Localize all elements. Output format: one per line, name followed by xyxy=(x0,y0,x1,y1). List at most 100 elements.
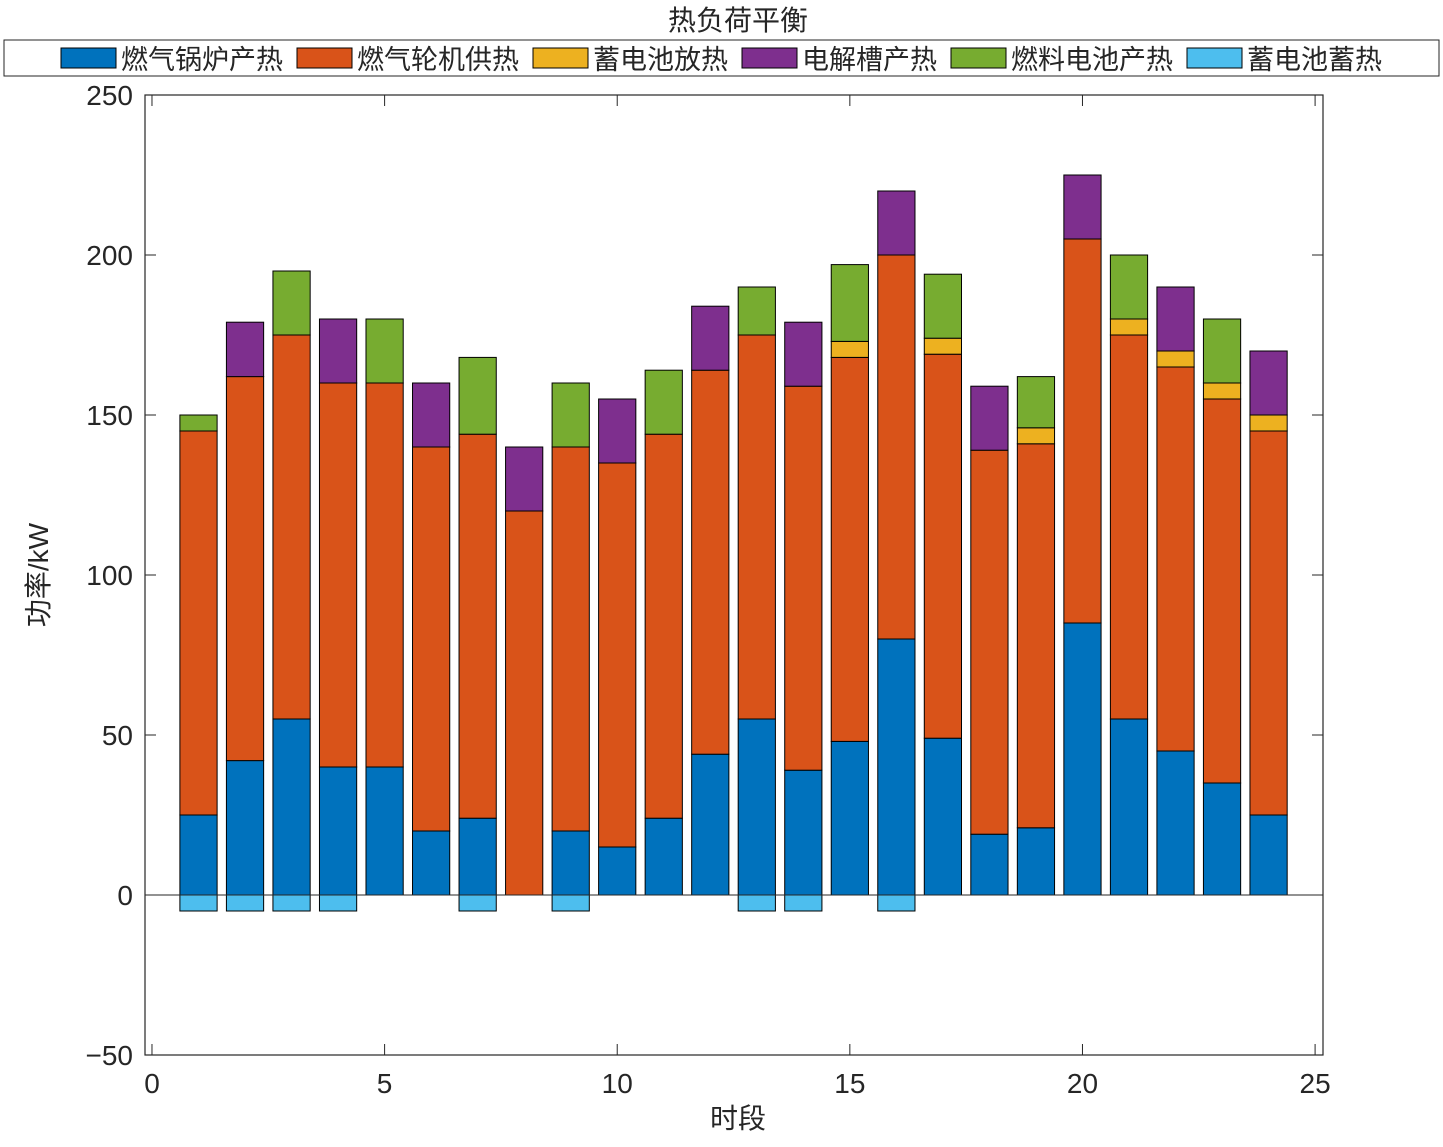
bar-segment xyxy=(365,766,404,896)
bar-segment xyxy=(737,286,776,336)
bar-segment xyxy=(272,270,311,336)
bar-segment xyxy=(784,385,823,771)
bars-group xyxy=(179,174,1288,912)
bar-segment xyxy=(877,254,916,640)
bar-segment xyxy=(225,760,265,896)
bar-segment xyxy=(318,318,358,384)
bar-segment xyxy=(365,318,404,384)
x-tick-label: 10 xyxy=(602,1068,633,1099)
bar-segment xyxy=(784,894,823,912)
bar-segment xyxy=(1202,318,1242,384)
bar-segment xyxy=(923,337,963,355)
y-tick-label: 150 xyxy=(86,400,133,431)
bar-segment xyxy=(412,830,451,896)
legend: 燃气锅炉产热 燃气轮机供热 蓄电池放热 电解槽产热 燃料电池产热 蓄电池蓄热 xyxy=(3,39,1440,77)
bar-segment xyxy=(1202,382,1242,400)
bar-segment xyxy=(551,382,590,448)
legend-item: 燃气锅炉产热 xyxy=(60,45,283,75)
bar-segment xyxy=(644,369,683,435)
legend-item: 燃气轮机供热 xyxy=(296,45,519,75)
bar-segment xyxy=(598,846,637,896)
bar-segment xyxy=(225,894,265,912)
bar-segment xyxy=(598,398,637,464)
x-tick-label: 20 xyxy=(1067,1068,1098,1099)
bar-segment xyxy=(1109,334,1149,720)
bar-segment xyxy=(923,353,963,739)
bar-segment xyxy=(1063,174,1102,240)
bar-segment xyxy=(505,446,544,512)
bar-segment xyxy=(877,894,916,912)
x-tick-label: 15 xyxy=(834,1068,865,1099)
bar-segment xyxy=(970,833,1009,896)
legend-swatch xyxy=(532,47,589,69)
bar-segment xyxy=(458,817,497,896)
bar-segment xyxy=(644,433,683,819)
bar-segment xyxy=(1063,622,1102,896)
bar-segment xyxy=(505,510,544,896)
bar-segment xyxy=(272,334,311,720)
legend-swatch xyxy=(60,47,117,69)
axes-group: −50 0 50 100 150 200 250 0 5 10 15 20 25 xyxy=(86,80,1331,1099)
bar-segment xyxy=(1249,430,1288,816)
bar-segment xyxy=(737,718,776,896)
bar-segment xyxy=(923,737,963,896)
bar-segment xyxy=(970,449,1009,835)
legend-swatch xyxy=(950,47,1007,69)
legend-item: 蓄电池蓄热 xyxy=(1186,45,1382,75)
bar-segment xyxy=(877,190,916,256)
x-axis-label: 时段 xyxy=(710,1103,766,1134)
bar-segment xyxy=(598,462,637,848)
bar-segment xyxy=(691,369,730,755)
bar-segment xyxy=(1109,718,1149,896)
bar-segment xyxy=(691,753,730,896)
bar-segment xyxy=(225,321,265,378)
legend-label: 蓄电池放热 xyxy=(593,45,728,75)
bar-segment xyxy=(784,769,823,896)
legend-swatch xyxy=(296,47,353,69)
legend-label: 蓄电池蓄热 xyxy=(1247,45,1382,75)
bar-segment xyxy=(644,817,683,896)
bar-segment xyxy=(830,356,869,742)
legend-item: 电解槽产热 xyxy=(741,45,937,75)
bar-segment xyxy=(1249,414,1288,432)
bar-segment xyxy=(1016,443,1056,829)
y-tick-label: 100 xyxy=(86,560,133,591)
bar-segment xyxy=(737,334,776,720)
bar-segment xyxy=(1249,350,1288,416)
y-axis-label: 功率/kW xyxy=(23,522,54,627)
bar-segment xyxy=(458,433,497,819)
y-tick-label: 250 xyxy=(86,80,133,111)
bar-segment xyxy=(179,894,218,912)
bar-segment xyxy=(1109,254,1149,320)
bar-segment xyxy=(272,894,311,912)
legend-label: 燃气轮机供热 xyxy=(357,45,519,75)
bar-segment xyxy=(412,446,451,832)
bar-segment xyxy=(551,446,590,832)
bar-segment xyxy=(1156,366,1195,752)
bar-segment xyxy=(1249,814,1288,896)
legend-label: 燃料电池产热 xyxy=(1011,45,1173,75)
bar-segment xyxy=(412,382,451,448)
bar-segment xyxy=(551,830,590,896)
bar-segment xyxy=(877,638,916,896)
y-tick-label: 200 xyxy=(86,240,133,271)
bar-segment xyxy=(225,376,265,762)
bar-segment xyxy=(318,894,358,912)
y-tick-label: −50 xyxy=(86,1040,134,1071)
bar-segment xyxy=(318,766,358,896)
bar-segment xyxy=(179,814,218,896)
bar-segment xyxy=(458,894,497,912)
bar-segment xyxy=(179,414,218,432)
bar-segment xyxy=(830,740,869,896)
bar-segment xyxy=(1156,350,1195,368)
bar-segment xyxy=(830,264,869,342)
bar-segment xyxy=(970,385,1009,451)
y-tick-label: 0 xyxy=(117,880,133,911)
y-tick-label: 50 xyxy=(102,720,133,751)
x-tick-label: 25 xyxy=(1300,1068,1331,1099)
x-tick-label: 0 xyxy=(144,1068,160,1099)
bar-segment xyxy=(830,340,869,358)
bar-segment xyxy=(1156,750,1195,896)
bar-segment xyxy=(1109,318,1149,336)
